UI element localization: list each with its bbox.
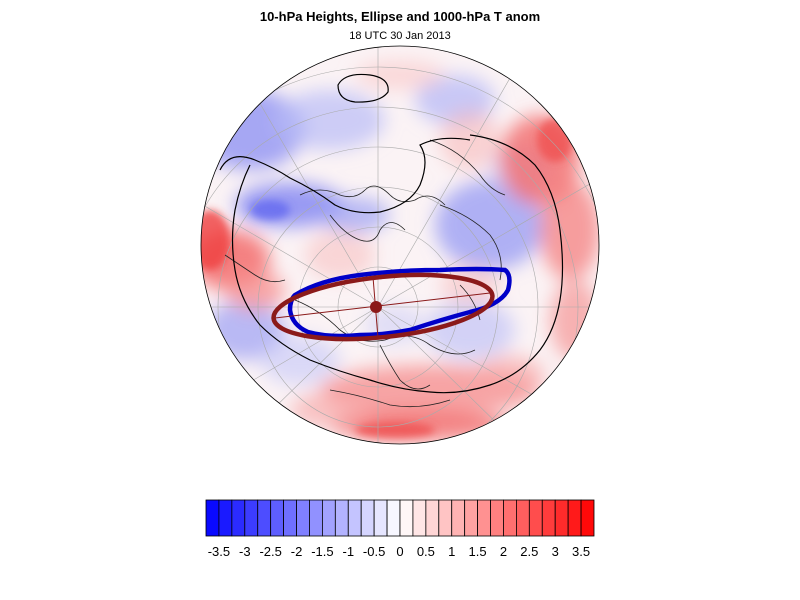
colorbar-bin [477, 499, 491, 537]
colorbar-bin [218, 499, 233, 537]
colorbar-bin [541, 499, 556, 537]
colorbar-bin [231, 499, 246, 537]
coastlines [224, 139, 506, 408]
colorbar-bin [438, 499, 453, 537]
colorbar-bin [425, 499, 440, 537]
vortex-edge-contour [287, 266, 512, 339]
colorbar-tick-label: -3.5 [208, 544, 230, 559]
colorbar-bin [283, 499, 297, 537]
colorbar-tick-label: -2.5 [259, 544, 281, 559]
colorbar-tick-label: 1 [448, 544, 455, 559]
plot-title: 10-hPa Heights, Ellipse and 1000-hPa T a… [259, 9, 541, 24]
polar-map [200, 45, 600, 445]
colorbar-bin [399, 499, 414, 537]
colorbar-bin [386, 499, 401, 537]
colorbar-bin [528, 499, 543, 537]
plot-subtitle: 18 UTC 30 Jan 2013 [349, 30, 451, 42]
colorbar-bin [270, 499, 284, 537]
colorbar-bin [347, 499, 362, 537]
fitted-ellipse [271, 272, 495, 342]
colorbar-bin [309, 499, 323, 537]
colorbar-tick-label: 2 [500, 544, 507, 559]
colorbar-bin [412, 499, 427, 537]
colorbar-bin [321, 499, 336, 537]
colorbar-bin [334, 499, 349, 537]
colorbar-tick-label: -3 [239, 544, 251, 559]
colorbar-bin [296, 499, 310, 537]
colorbar-tick-label: 1.5 [469, 544, 487, 559]
colorbar-tick-label: 3 [552, 544, 559, 559]
colorbar-bin [451, 499, 466, 537]
colorbar-bin [360, 499, 375, 537]
colorbar-tick-label: 3.5 [572, 544, 590, 559]
colorbar-tick-label: -2 [291, 544, 303, 559]
colorbar-tick-label: 0 [396, 544, 403, 559]
temperature-anomaly-field [201, 46, 599, 444]
height-contours [219, 73, 564, 394]
colorbar-bin [554, 499, 569, 537]
colorbar-tick-label: -0.5 [363, 544, 385, 559]
colorbar-bin [567, 499, 582, 537]
colorbar-tick-label: 0.5 [417, 544, 435, 559]
colorbar-tick-label: -1 [342, 544, 354, 559]
colorbar-bin [580, 499, 595, 537]
colorbar-bin [205, 499, 220, 537]
colorbar-bin [516, 499, 530, 537]
colorbar-bin [373, 499, 388, 537]
colorbar-bin [257, 499, 272, 537]
colorbar-bin [503, 499, 517, 537]
colorbar-tick-label: -1.5 [311, 544, 333, 559]
ellipse-centroid-marker [370, 301, 382, 313]
colorbar-bin [244, 499, 259, 537]
globe-outline [200, 45, 600, 445]
colorbar-bin [490, 499, 504, 537]
colorbar-tick-label: 2.5 [520, 544, 538, 559]
colorbar-bin [464, 499, 478, 537]
